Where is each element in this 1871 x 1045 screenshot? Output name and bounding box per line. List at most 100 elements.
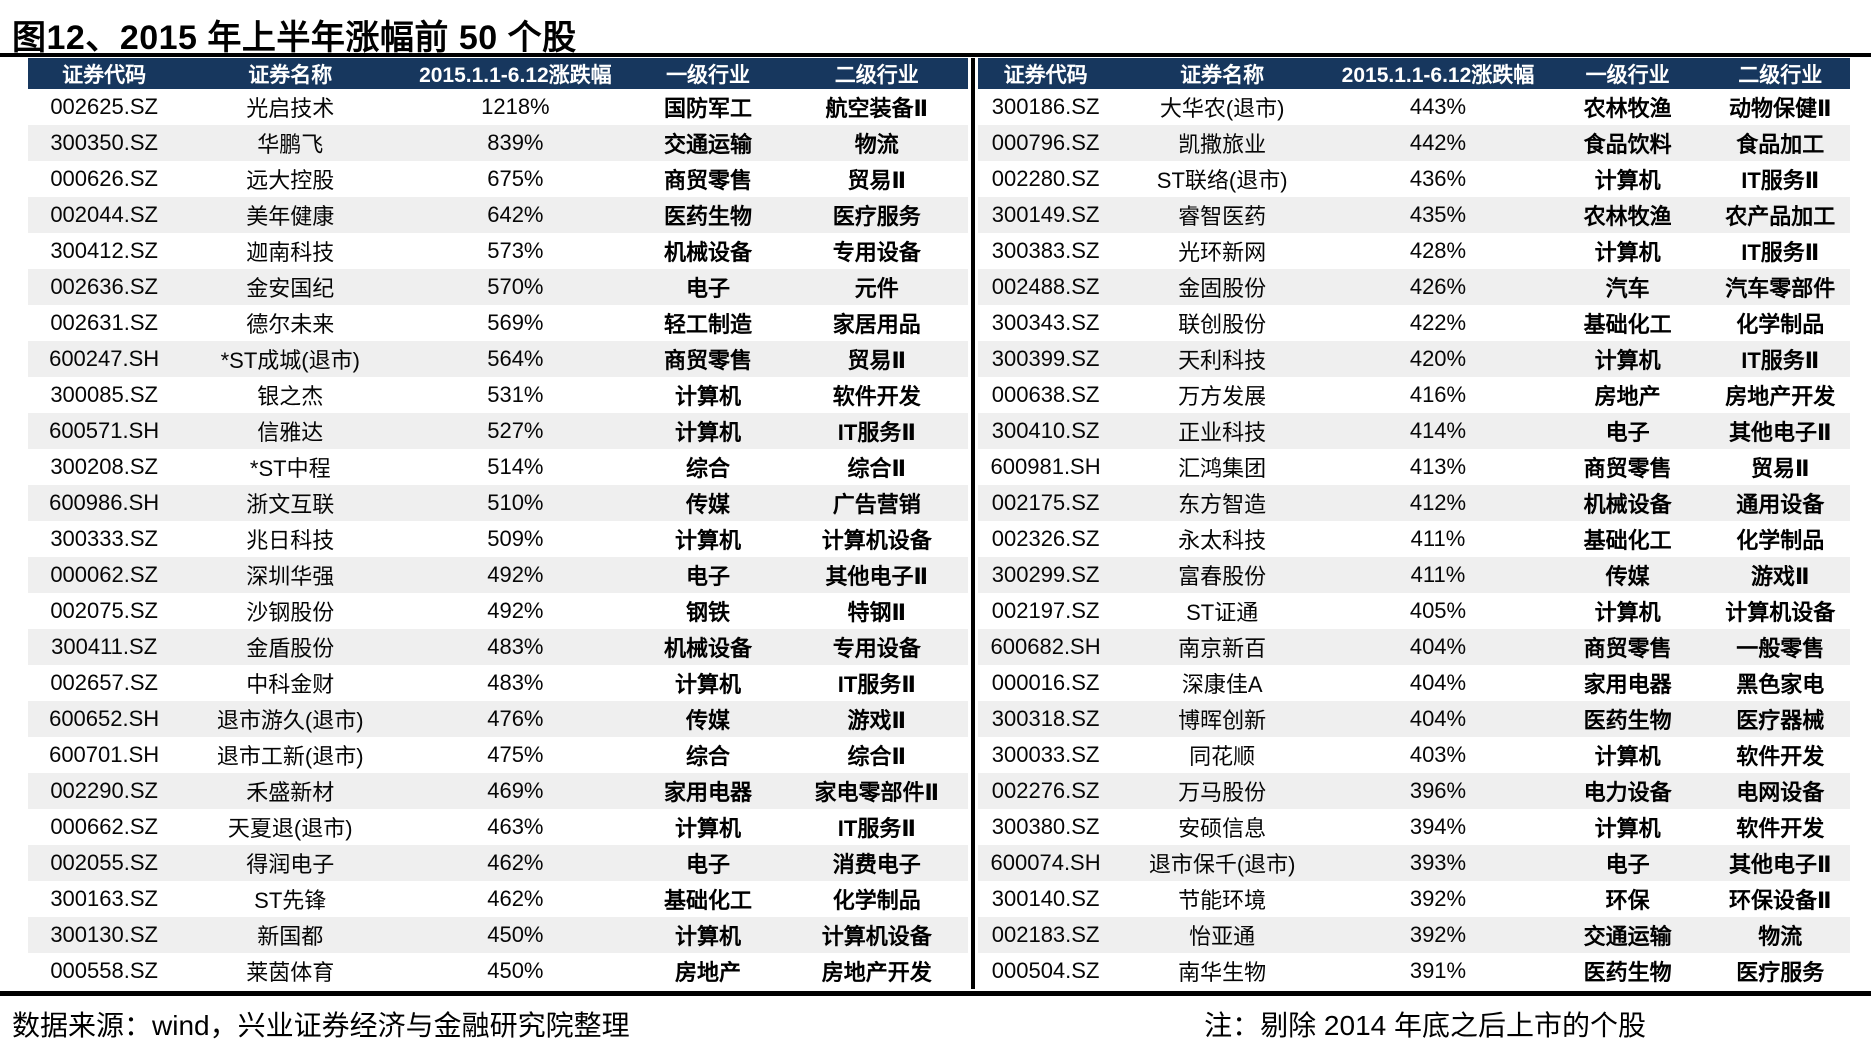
cell-name: 金盾股份 [246,636,335,661]
table-row: 300350.SZ 华鹏飞 839% 交通运输 物流 [28,125,968,161]
cell-name: 富春股份 [1178,564,1267,589]
cell-industry-l2: 特钢Ⅱ [847,600,907,625]
cell-industry-l2: 房地产开发 [821,960,932,985]
cell-change: 442% [1409,130,1467,155]
cell-change: 527% [487,418,544,443]
title-rule [0,53,1871,57]
cell-name: 禾盛新材 [246,780,335,805]
cell-name: 金固股份 [1178,276,1267,301]
cell-code: 600652.SH [49,706,160,731]
cell-industry-l2: 专用设备 [832,240,921,265]
cell-change: 569% [487,310,544,335]
cell-industry-l2: 电网设备 [1736,780,1825,805]
bottom-rule [0,991,1871,996]
table-row: 002631.SZ 德尔未来 569% 轻工制造 家居用品 [28,305,968,341]
cell-code: 002075.SZ [50,598,158,623]
table-row: 002044.SZ 美年健康 642% 医药生物 医疗服务 [28,197,968,233]
cell-change: 1218% [481,94,550,119]
cell-industry-l1: 机械设备 [664,636,753,661]
cell-code: 300299.SZ [991,562,1100,587]
cell-name: 兆日科技 [246,528,335,553]
table-row: 600701.SH 退市工新(退市) 475% 综合 综合Ⅱ [28,737,968,773]
table-row: 300412.SZ 迦南科技 573% 机械设备 专用设备 [28,233,968,269]
cell-industry-l1: 计算机 [1594,816,1661,841]
cell-change: 492% [487,562,544,587]
cell-code: 600986.SH [49,490,160,515]
cell-change: 404% [1409,706,1467,731]
table-row: 000662.SZ 天夏退(退市) 463% 计算机 IT服务Ⅱ [28,809,968,845]
cell-industry-l1: 电力设备 [1583,780,1672,805]
cell-code: 000504.SZ [991,958,1100,983]
cell-industry-l1: 计算机 [675,816,742,841]
cell-change: 469% [487,778,544,803]
cell-industry-l2: 通用设备 [1736,492,1825,517]
cell-code: 600981.SH [990,454,1101,479]
cell-code: 600247.SH [49,346,160,371]
cell-code: 000662.SZ [50,814,158,839]
cell-industry-l1: 电子 [686,564,731,589]
table-row: 002276.SZ 万马股份 396% 电力设备 电网设备 [978,773,1850,809]
cell-industry-l2: 家电零部件Ⅱ [814,780,940,805]
cell-industry-l2: 贸易Ⅱ [847,348,907,373]
column-header-code: 证券代码 [978,58,1114,89]
cell-change: 531% [487,382,544,407]
cell-code: 300085.SZ [50,382,158,407]
column-header-industry-l2: 二级行业 [785,58,968,89]
cell-change: 450% [487,922,544,947]
cell-change: 570% [487,274,544,299]
cell-change: 394% [1409,814,1467,839]
cell-name: 光启技术 [246,96,335,121]
cell-industry-l2: IT服务Ⅱ [1741,240,1820,265]
cell-name: 安硕信息 [1178,816,1267,841]
cell-industry-l1: 食品饮料 [1583,132,1672,157]
cell-industry-l1: 家用电器 [664,780,753,805]
cell-industry-l1: 医药生物 [1583,708,1672,733]
cell-change: 396% [1409,778,1467,803]
table-row: 000016.SZ 深康佳A 404% 家用电器 黑色家电 [978,665,1850,701]
cell-code: 300399.SZ [991,346,1100,371]
cell-industry-l1: 计算机 [1594,348,1661,373]
cell-industry-l1: 商贸零售 [1583,636,1672,661]
cell-name: 睿智医药 [1178,204,1267,229]
cell-industry-l2: IT服务Ⅱ [837,420,916,445]
table-row: 600981.SH 汇鸿集团 413% 商贸零售 贸易Ⅱ [978,449,1850,485]
table-row: 002326.SZ 永太科技 411% 基础化工 化学制品 [978,521,1850,557]
cell-name: 迦南科技 [246,240,335,265]
cell-name: 新国都 [257,924,324,949]
cell-industry-l1: 机械设备 [664,240,753,265]
cell-industry-l1: 汽车 [1605,276,1650,301]
cell-change: 403% [1409,742,1467,767]
cell-industry-l1: 基础化工 [1583,528,1672,553]
cell-code: 002636.SZ [50,274,158,299]
cell-industry-l2: 化学制品 [832,888,921,913]
table-row: 002488.SZ 金固股份 426% 汽车 汽车零部件 [978,269,1850,305]
cell-code: 000016.SZ [991,670,1100,695]
cell-code: 002631.SZ [50,310,158,335]
column-header-industry-l2: 二级行业 [1710,58,1850,89]
cell-industry-l2: 其他电子Ⅱ [1728,420,1832,445]
cell-industry-l1: 综合 [686,744,731,769]
cell-industry-l1: 电子 [1605,852,1650,877]
cell-code: 000626.SZ [50,166,158,191]
cell-industry-l2: 汽车零部件 [1725,276,1836,301]
cell-industry-l1: 农林牧渔 [1583,204,1672,229]
cell-name: 汇鸿集团 [1178,456,1267,481]
cell-industry-l2: 物流 [854,132,899,157]
table-row: 000062.SZ 深圳华强 492% 电子 其他电子Ⅱ [28,557,968,593]
cell-change: 392% [1409,922,1467,947]
cell-industry-l1: 计算机 [675,384,742,409]
cell-industry-l1: 计算机 [1594,168,1661,193]
cell-industry-l1: 农林牧渔 [1583,96,1672,121]
cell-name: ST先锋 [254,888,327,913]
cell-change: 483% [487,634,544,659]
cell-industry-l1: 交通运输 [664,132,753,157]
cell-change: 413% [1409,454,1467,479]
cell-industry-l1: 医药生物 [1583,960,1672,985]
cell-code: 300130.SZ [50,922,158,947]
table-row: 002075.SZ 沙钢股份 492% 钢铁 特钢Ⅱ [28,593,968,629]
cell-code: 002280.SZ [991,166,1100,191]
cell-change: 462% [487,886,544,911]
cell-code: 600571.SH [49,418,160,443]
cell-industry-l2: 综合Ⅱ [847,744,907,769]
